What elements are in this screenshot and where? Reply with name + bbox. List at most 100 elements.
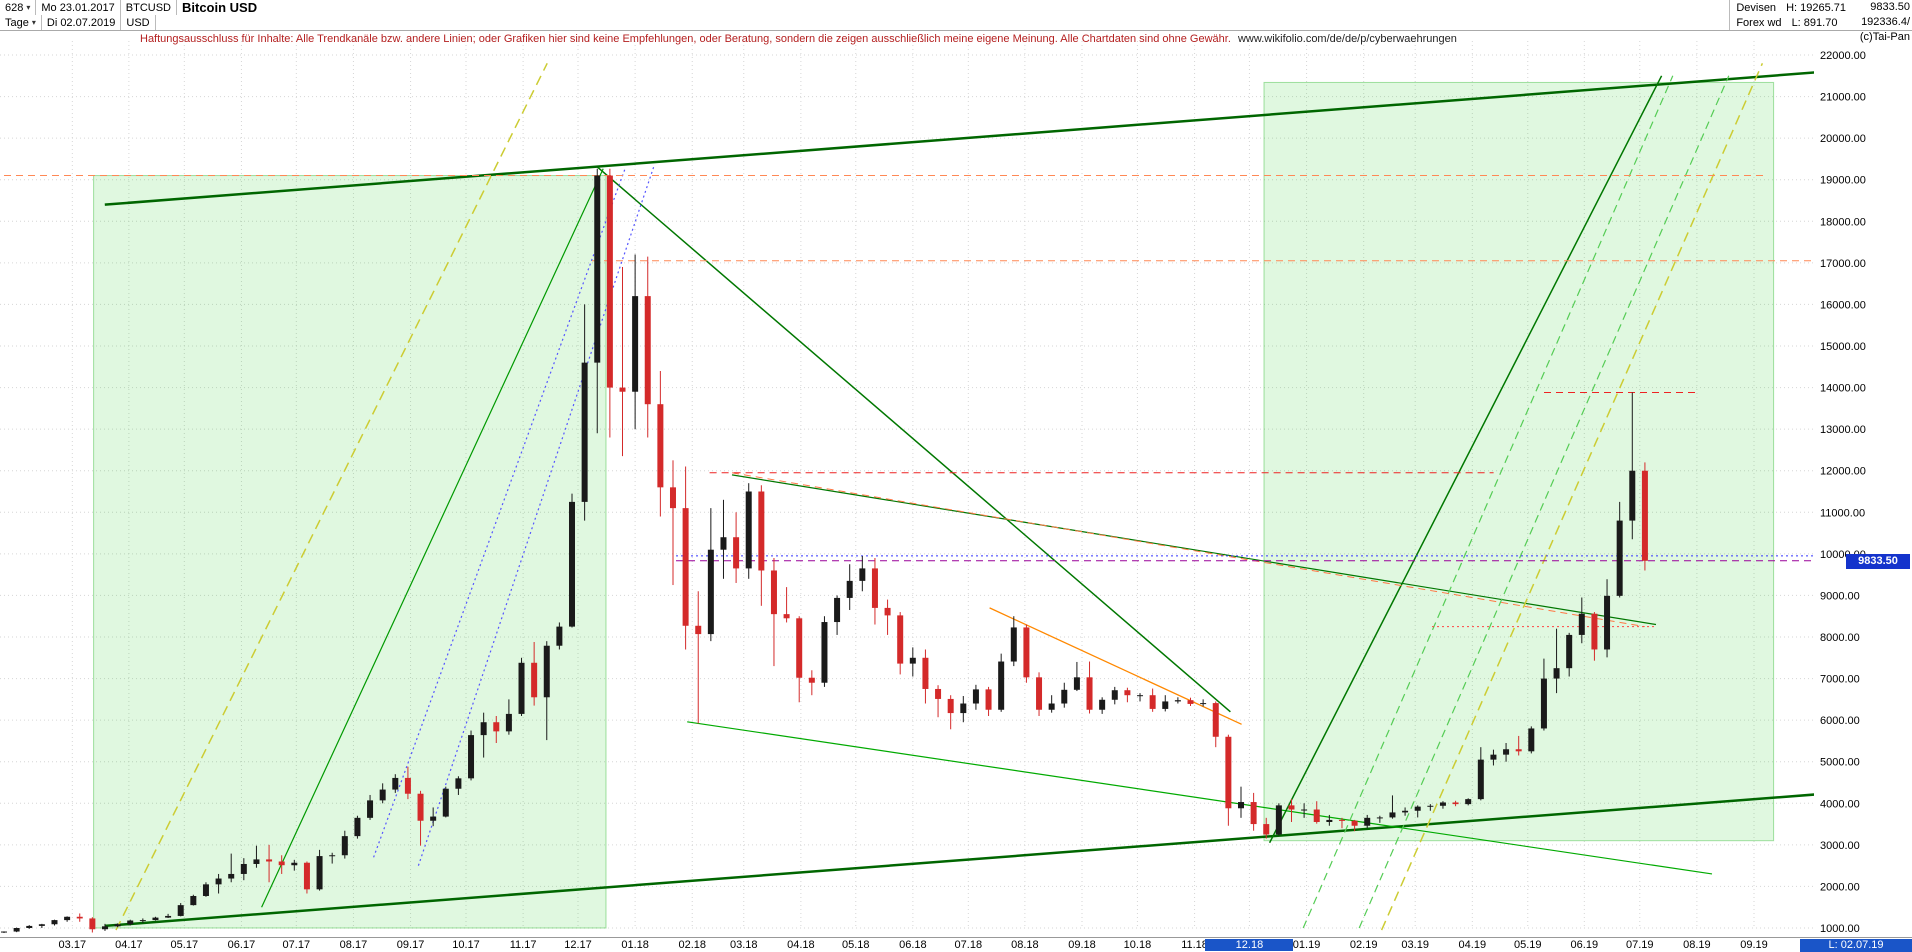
symbol-field[interactable]: BTCUSD [121, 0, 177, 15]
y-axis-label: 2000.00 [1820, 881, 1860, 893]
y-axis-label: 12000.00 [1820, 466, 1866, 478]
candle-body [468, 735, 475, 779]
candle-body [808, 677, 815, 683]
candle-body [846, 580, 853, 598]
trendline[interactable] [261, 168, 604, 908]
candle-body [619, 387, 626, 392]
last-date-label: L: 02.07.19 [1800, 939, 1912, 952]
candle-body [127, 920, 134, 925]
trendlines [4, 62, 1852, 931]
candle-body [834, 597, 841, 623]
trendline[interactable] [687, 721, 1713, 875]
trendline[interactable] [1358, 75, 1730, 929]
trendline[interactable] [1380, 63, 1764, 931]
candle-body [1465, 799, 1472, 805]
x-axis-label: 04.17 [115, 939, 143, 951]
disclaimer-text: Haftungsausschluss für Inhalte: Alle Tre… [140, 33, 1457, 45]
candle-body [1326, 819, 1333, 822]
x-axis-label: 07.18 [954, 939, 983, 951]
candle-body [278, 861, 285, 866]
period-dropdown[interactable]: Tage ▾ [0, 15, 42, 30]
candle-body [1212, 703, 1219, 737]
candle-body [26, 925, 33, 928]
candle-body [758, 491, 765, 571]
y-axis-label: 13000.00 [1820, 424, 1866, 436]
x-axis-label: 07.17 [282, 939, 311, 951]
x-axis-label: 12.18 [1205, 939, 1294, 951]
candle-body [947, 698, 954, 714]
candle-body [139, 920, 146, 922]
y-axis-label: 7000.00 [1820, 674, 1860, 686]
candle-body [215, 878, 222, 885]
trendline[interactable] [1302, 75, 1674, 929]
trendline[interactable] [104, 70, 1852, 206]
candle-body [1149, 695, 1156, 709]
y-axis-label: 20000.00 [1820, 133, 1866, 145]
instrument-title-text: Bitcoin USD [182, 0, 258, 15]
end-date-field[interactable]: Di 02.07.2019 [42, 15, 122, 30]
disclaimer-link[interactable]: www.wikifolio.com/de/de/p/cyberwaehrunge… [1237, 33, 1457, 45]
candle-body [960, 703, 967, 714]
x-axis-label: 09.19 [1740, 939, 1768, 951]
candle-body [1162, 701, 1169, 709]
candle-body [1452, 802, 1459, 805]
x-axis-label: 06.17 [227, 939, 256, 951]
candle-body [329, 855, 336, 857]
candle-body [1490, 754, 1497, 760]
candle-body [1402, 810, 1409, 813]
bars-count-value: 628 [5, 1, 24, 14]
candle-body [972, 689, 979, 704]
last-price-tag: 9833.50 [1846, 553, 1910, 569]
candle-body [1578, 613, 1585, 635]
x-axis-label: 10.17 [452, 939, 480, 951]
trendline[interactable] [989, 607, 1242, 725]
candle-body [871, 568, 878, 608]
candle-body [531, 662, 538, 698]
candle-body [1338, 819, 1345, 821]
candle-body [89, 918, 96, 930]
candle-body [76, 916, 83, 919]
candle-body [430, 816, 437, 821]
x-axis-label: 07.19 [1625, 939, 1654, 951]
candle-body [783, 614, 790, 619]
currency-value: USD [126, 16, 150, 29]
candle-body [581, 362, 588, 502]
copyright-label: (c)Tai-Pan [1859, 31, 1910, 43]
end-date-value: Di 02.07.2019 [46, 16, 116, 29]
candle-body [1288, 805, 1295, 810]
trendline[interactable] [104, 792, 1852, 928]
chevron-down-icon: ▾ [26, 3, 31, 12]
period-value: Tage [5, 16, 29, 29]
candle-body [922, 657, 929, 689]
candle-body [594, 175, 601, 363]
trendline[interactable] [1268, 75, 1663, 844]
x-axis-label: 01.19 [1292, 939, 1321, 951]
y-axis: 22000.00 21000.00 20000.00 19000.00 18000.00… [1820, 50, 1866, 935]
period-high: H: 19265.71 [1786, 1, 1846, 14]
y-axis-label: 17000.00 [1820, 258, 1866, 270]
candle-body [253, 859, 260, 864]
disclaimer-body: Haftungsausschluss für Inhalte: Alle Tre… [140, 33, 1231, 45]
trendline[interactable] [731, 472, 1645, 628]
y-axis-label: 22000.00 [1820, 50, 1866, 62]
x-axis-bar: L: 02.07.19 03.17 04.17 05.17 06.17 07.17 08.… [0, 937, 1912, 952]
trendline[interactable] [115, 62, 548, 931]
trendline[interactable] [597, 166, 1231, 713]
highlight-box[interactable] [1263, 81, 1775, 842]
y-axis-label: 18000.00 [1820, 216, 1866, 228]
candle-body [1553, 668, 1560, 679]
candle-body [935, 688, 942, 699]
start-date-field[interactable]: Mo 23.01.2017 [36, 0, 121, 15]
candle-body [1503, 749, 1510, 755]
candle-body [1528, 728, 1535, 752]
candle-body [518, 662, 525, 714]
y-axis-label: 16000.00 [1820, 299, 1866, 311]
x-axis-label: 03.17 [58, 939, 87, 951]
highlight-box[interactable] [93, 175, 607, 929]
y-axis-label: 8000.00 [1820, 632, 1860, 644]
bars-count-dropdown[interactable]: 628 ▾ [0, 0, 37, 15]
candle-body [1477, 759, 1484, 800]
candle-body [632, 296, 639, 392]
candle-body [1174, 700, 1181, 702]
